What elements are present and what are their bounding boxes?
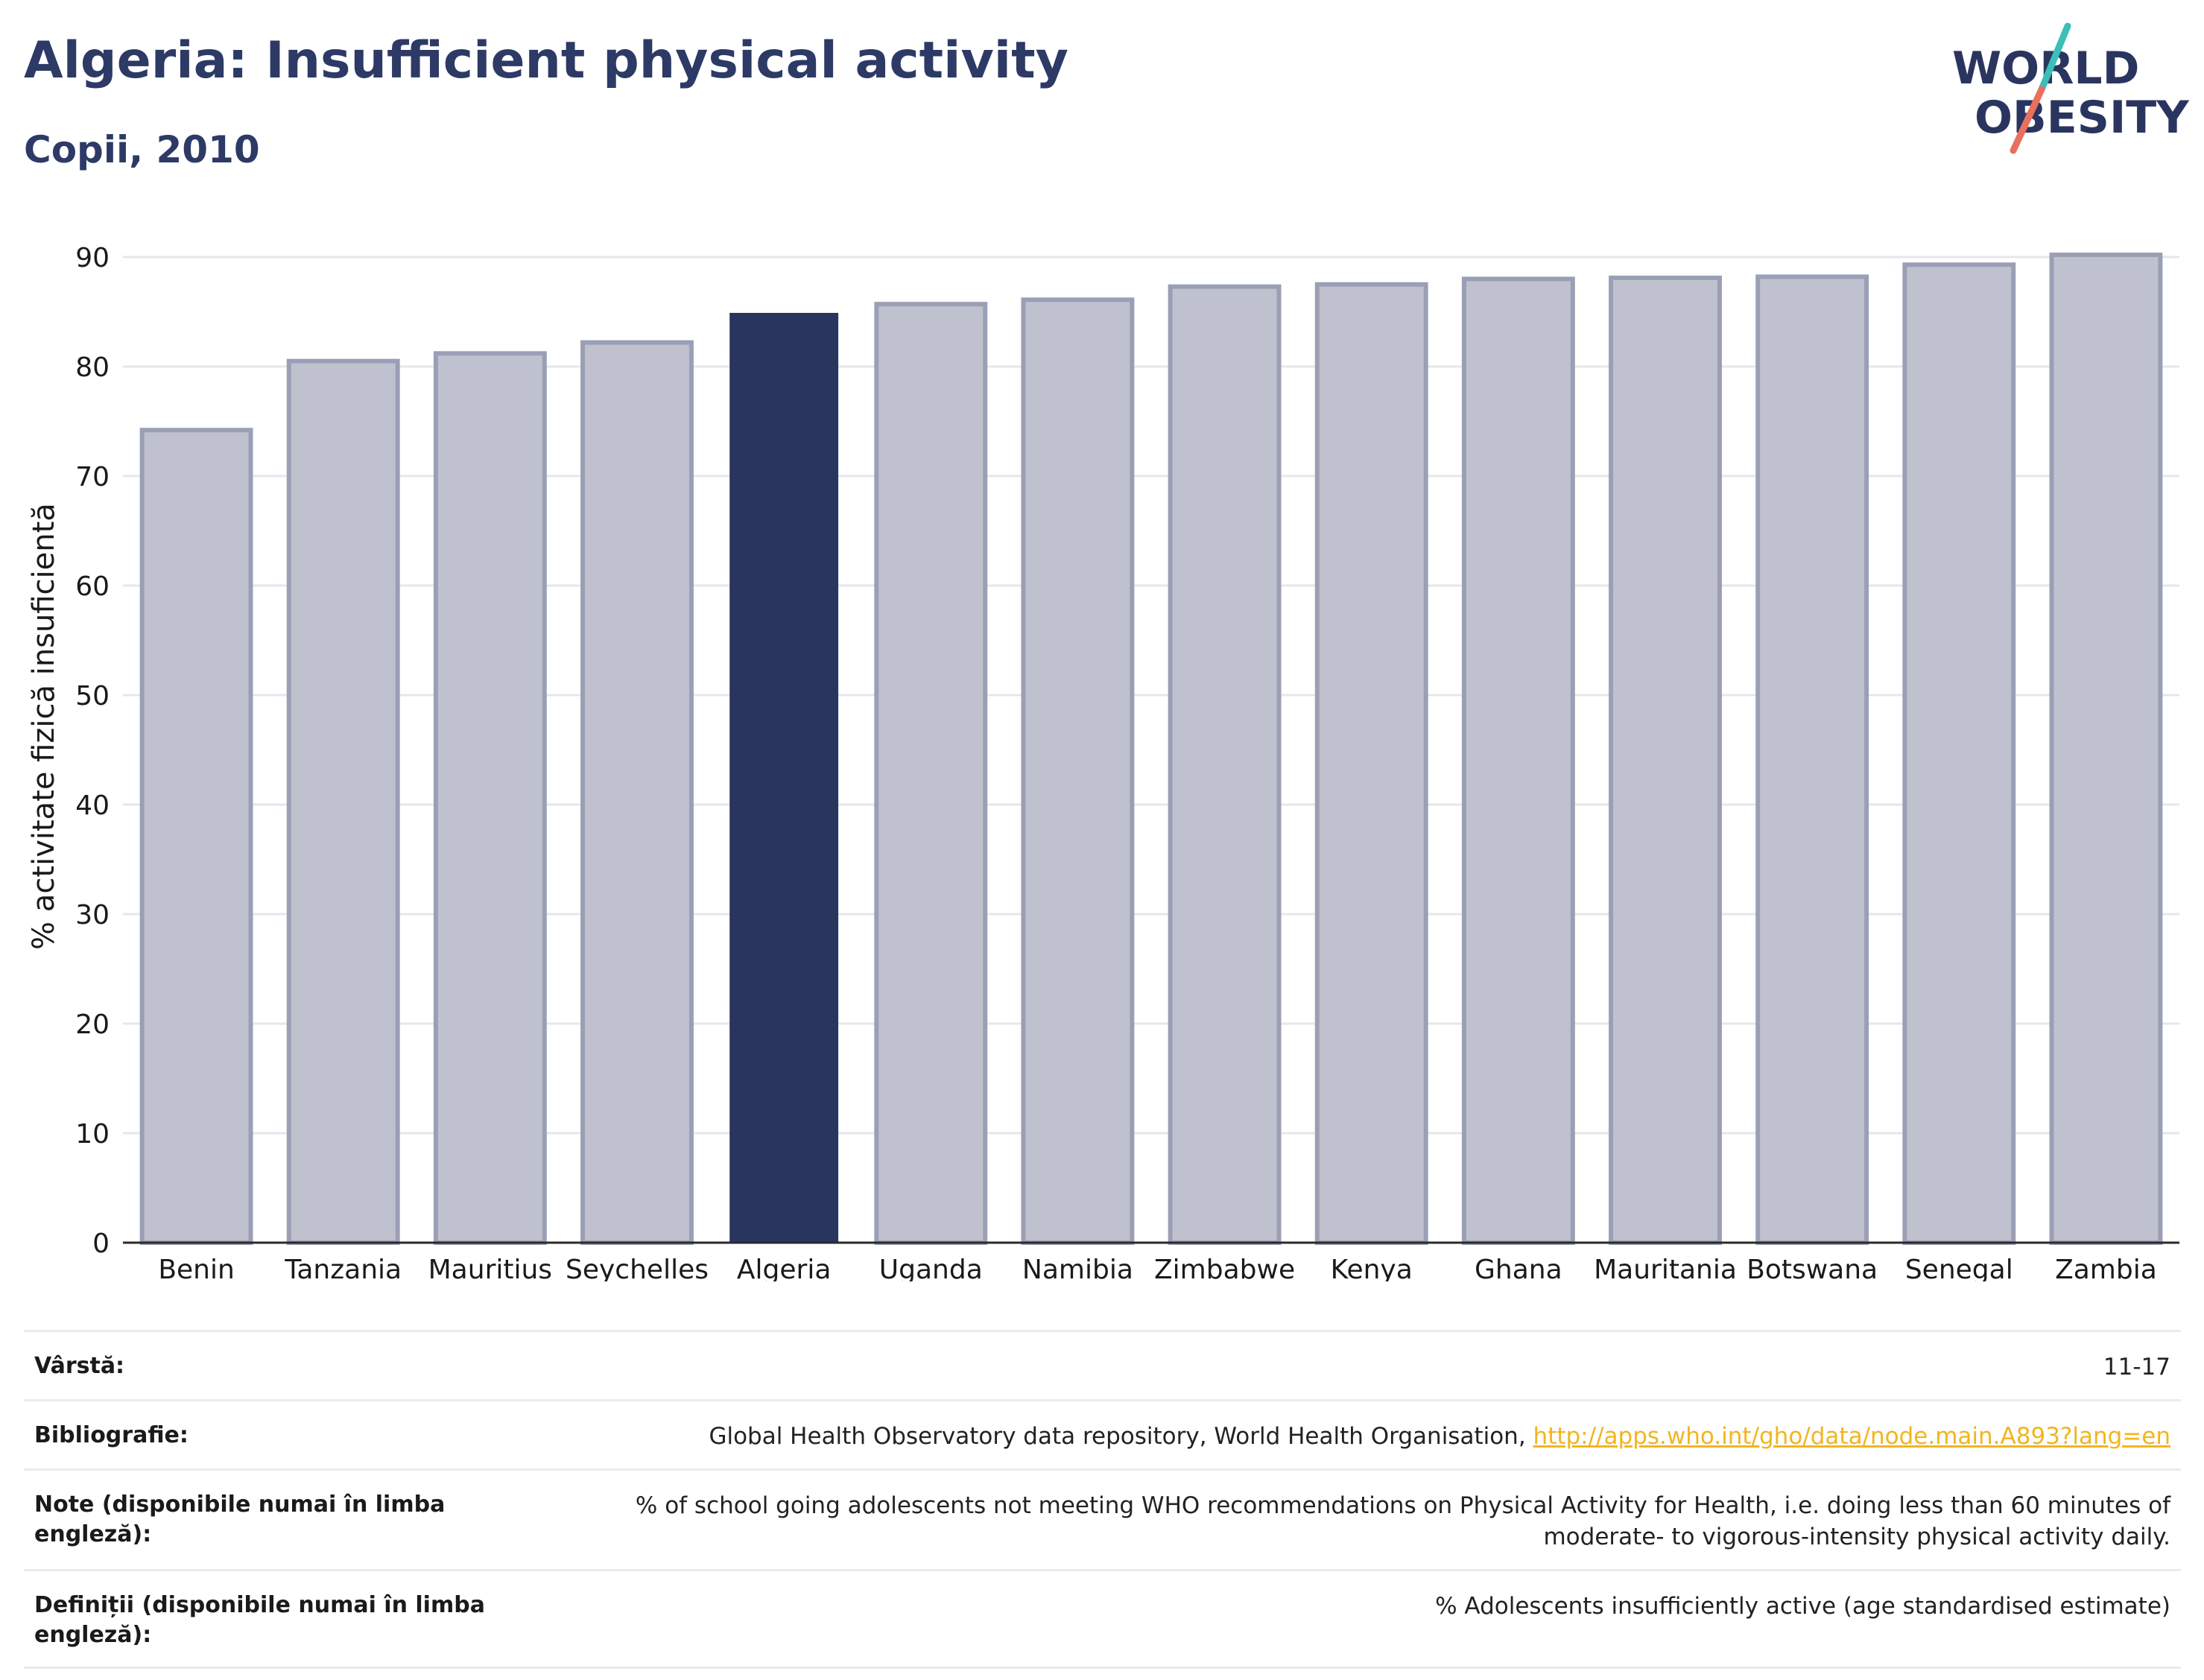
logo-slash-red (2010, 86, 2045, 154)
y-tick-label: 30 (75, 900, 110, 931)
bar-tanzania (286, 358, 400, 1245)
y-tick-label: 60 (75, 571, 110, 602)
bibliography-link[interactable]: http://apps.who.int/gho/data/node.main.A… (1533, 1423, 2170, 1450)
y-axis-label: % activitate fizică insuficientă (27, 503, 61, 950)
logo-line-2: OBESITY (1975, 92, 2190, 144)
info-value-definitions: % Adolescents insufficiently active (age… (1435, 1593, 2170, 1620)
bar-mauritius (433, 351, 547, 1246)
info-table: Vârstă: 11-17 Bibliografie: Global Healt… (24, 1330, 2181, 1669)
bar-namibia (1021, 297, 1135, 1246)
info-label-definitions: Definiții (disponibile numai în limba en… (34, 1592, 485, 1648)
bar-botswana (1755, 274, 1869, 1246)
bar-kenya (1314, 282, 1428, 1245)
info-value-bibliography: Global Health Observatory data repositor… (556, 1421, 2170, 1452)
y-tick-label: 70 (75, 462, 110, 492)
info-label-notes: Note (disponibile numai în limba engleză… (34, 1492, 446, 1547)
info-label-bibliography: Bibliografie: (34, 1422, 189, 1448)
x-tick-label: Mauritania (1594, 1255, 1737, 1281)
page-subtitle: Copii, 2010 (24, 128, 260, 171)
bar-mauritania (1609, 275, 1722, 1245)
y-tick-label: 10 (75, 1119, 110, 1150)
bar-zimbabwe (1168, 284, 1282, 1246)
bar-chart: 0 10 20 30 40 50 60 70 80 90 Benin Tanzania Mauritiu… (27, 243, 2179, 1281)
y-tick-label: 0 (92, 1229, 110, 1259)
grid-lines (123, 256, 2179, 1135)
x-tick-label: Uganda (879, 1255, 983, 1281)
y-tick-label: 90 (75, 243, 110, 273)
x-tick-label: Mauritius (428, 1255, 552, 1281)
info-value-notes: % of school going adolescents not meetin… (635, 1492, 2170, 1550)
x-tick-label: Ghana (1475, 1255, 1562, 1281)
bibliography-text: Global Health Observatory data repositor… (709, 1423, 1533, 1450)
bar-uganda (874, 302, 988, 1246)
x-tick-label: Benin (158, 1255, 234, 1281)
info-row-bibliography: Bibliografie: Global Health Observatory … (24, 1399, 2181, 1468)
y-tick-label: 50 (75, 681, 110, 711)
info-row-notes: Note (disponibile numai în limba engleză… (24, 1468, 2181, 1569)
axes: 0 10 20 30 40 50 60 70 80 90 Benin Tanzania Mauritiu… (75, 243, 2179, 1281)
bar-ghana (1461, 276, 1575, 1245)
x-tick-label: Tanzania (284, 1255, 402, 1281)
x-tick-label: Seychelles (566, 1255, 709, 1281)
world-obesity-logo: WORLD OBESITY (1952, 22, 2190, 154)
y-tick-label: 40 (75, 790, 110, 821)
bar-benin (139, 428, 253, 1245)
x-tick-label: Kenya (1331, 1255, 1413, 1281)
x-tick-label: Namibia (1022, 1255, 1133, 1281)
info-row-age: Vârstă: 11-17 (24, 1330, 2181, 1399)
x-tick-label: Botswana (1747, 1255, 1878, 1281)
bar-zambia (2049, 253, 2163, 1245)
x-tick-label: Zambia (2055, 1255, 2157, 1281)
bar-seychelles (580, 340, 694, 1245)
x-tick-label: Zimbabwe (1154, 1255, 1295, 1281)
page-title: Algeria: Insufficient physical activity (24, 31, 1068, 90)
info-label-age: Vârstă: (34, 1353, 125, 1379)
bar-senegal (1902, 262, 2016, 1245)
bar-algeria (729, 312, 839, 1243)
bars (139, 253, 2163, 1246)
x-tick-label: Senegal (1905, 1255, 2013, 1281)
info-value-age: 11-17 (2103, 1354, 2170, 1381)
y-tick-label: 20 (75, 1009, 110, 1040)
logo-slash-teal (2038, 22, 2071, 93)
x-tick-label: Algeria (737, 1255, 832, 1281)
info-row-definitions: Definiții (disponibile numai în limba en… (24, 1569, 2181, 1669)
y-tick-label: 80 (75, 352, 110, 383)
